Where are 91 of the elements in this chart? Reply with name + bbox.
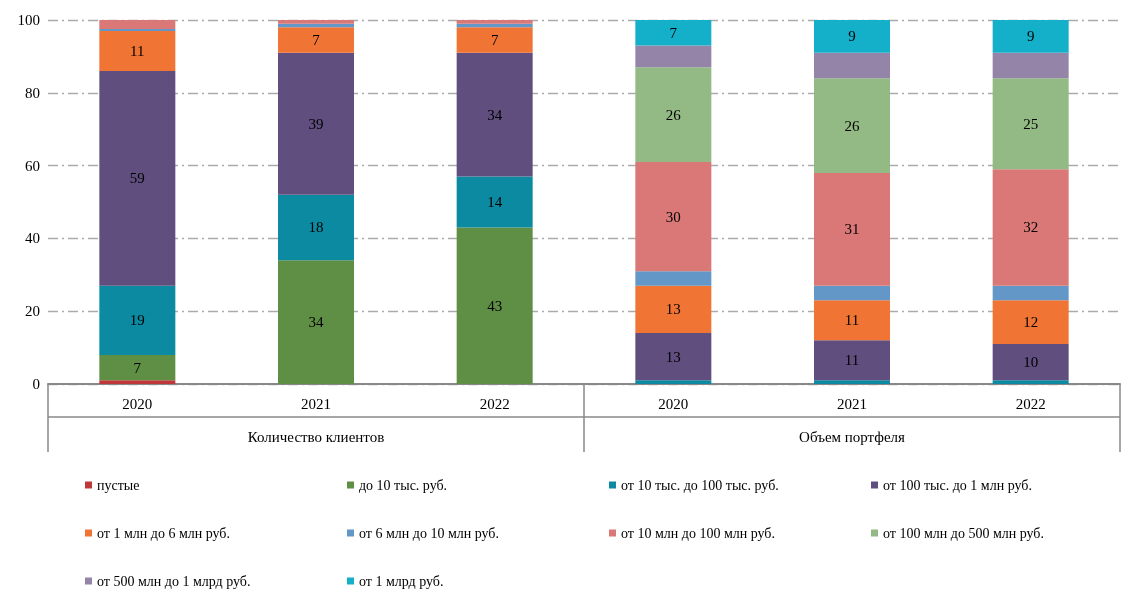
data-label: 25: [1023, 115, 1039, 132]
data-label: 10: [1023, 354, 1039, 371]
bar: [99, 20, 176, 30]
x-tick-label: 2020: [658, 395, 689, 412]
y-tick-label: 100: [17, 12, 40, 28]
data-label: 26: [665, 106, 682, 123]
bar: [814, 172, 890, 286]
bar: [278, 260, 354, 384]
bar: [456, 20, 533, 24]
bar: [992, 300, 1069, 344]
data-label: 9: [1026, 28, 1035, 45]
bar: [992, 78, 1069, 170]
data-label: 30: [665, 208, 681, 225]
x-tick-label: 2021: [301, 395, 331, 412]
y-tick-label: 60: [25, 157, 40, 174]
bar: [278, 52, 354, 195]
bar: [635, 380, 712, 384]
y-tick-label: 80: [25, 84, 40, 101]
data-label: 11: [844, 352, 860, 369]
bar: [992, 343, 1069, 381]
data-label: 14: [487, 194, 503, 210]
bar: [814, 78, 890, 173]
data-label: 18: [308, 219, 324, 236]
bar: [992, 169, 1069, 286]
bar: [635, 285, 712, 334]
bar: [99, 380, 176, 384]
bar: [456, 227, 533, 384]
legend-label: от 10 тыс. до 100 тыс. руб.: [621, 477, 779, 493]
bar: [814, 285, 890, 301]
bar: [635, 45, 712, 68]
bar: [635, 271, 712, 286]
bar: [814, 340, 890, 381]
bar: [99, 70, 176, 286]
bar: [99, 285, 176, 355]
legend-label: от 6 млн до 10 млн руб.: [359, 525, 499, 541]
data-label: 7: [133, 359, 142, 376]
text: Объем портфеля: [799, 429, 906, 445]
legend-label: от 100 млн до 500 млн руб.: [883, 525, 1044, 541]
bar: [814, 20, 890, 53]
data-label: 26: [844, 117, 860, 134]
data-label: 7: [669, 24, 678, 41]
data-label: 59: [129, 170, 145, 187]
legend-label: от 10 млн до 100 млн руб.: [621, 525, 775, 541]
bar: [278, 194, 354, 261]
bar: [456, 176, 533, 228]
bar: [278, 20, 354, 24]
x-tick-label: 2021: [837, 395, 867, 412]
bar: [456, 52, 533, 177]
bar: [992, 380, 1069, 384]
data-label: 7: [312, 32, 321, 49]
data-label: 31: [844, 221, 860, 238]
data-label: 11: [844, 312, 860, 329]
bar: [992, 52, 1069, 79]
legend-label: от 1 млрд руб.: [359, 573, 444, 589]
legend-label: до 10 тыс. руб.: [359, 477, 448, 493]
bar: [814, 380, 890, 384]
data-label: 43: [487, 297, 503, 314]
data-label: 39: [308, 115, 324, 132]
y-tick-label: 0: [32, 376, 40, 392]
bar: [456, 27, 533, 53]
x-tick-label: 2022: [1015, 395, 1046, 412]
x-tick-label: 2020: [122, 395, 153, 412]
data-label: 7: [490, 32, 499, 49]
legend-label: от 500 млн до 1 млрд руб.: [97, 573, 251, 589]
data-label: 19: [129, 312, 145, 329]
legend-label: от 100 тыс. до 1 млн руб.: [883, 477, 1032, 493]
bar: [278, 27, 354, 53]
bar: [99, 30, 176, 71]
bar: [635, 20, 712, 46]
data-label: 13: [665, 348, 681, 365]
bar: [992, 285, 1069, 301]
data-label: 9: [848, 28, 856, 45]
data-label: 34: [308, 314, 324, 331]
x-tick-label: 2022: [479, 395, 510, 412]
bar: [992, 20, 1069, 53]
bar: [635, 161, 712, 272]
bar: [635, 333, 712, 381]
bar: [814, 300, 890, 341]
y-tick-label: 40: [25, 230, 40, 247]
legend-label: от 1 млн до 6 млн руб.: [97, 525, 230, 541]
bar: [635, 67, 712, 162]
data-label: 13: [665, 301, 681, 318]
bar: [99, 354, 176, 381]
y-tick-label: 20: [25, 303, 40, 320]
data-label: 34: [487, 106, 503, 123]
data-label: 12: [1023, 314, 1039, 331]
bar: [814, 52, 890, 79]
data-label: 32: [1023, 219, 1039, 236]
legend-label: пустые: [97, 477, 140, 493]
text: Количество клиентов: [247, 429, 385, 445]
data-label: 11: [130, 42, 145, 59]
